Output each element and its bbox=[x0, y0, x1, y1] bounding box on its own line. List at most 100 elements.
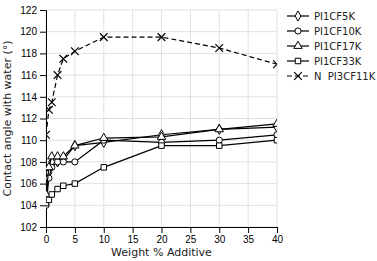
x-tick-label: 30 bbox=[214, 234, 226, 245]
y-tick-label: 102 bbox=[20, 222, 37, 233]
y-tick-label: 122 bbox=[20, 5, 37, 16]
y-tick-label: 106 bbox=[20, 178, 37, 189]
point bbox=[215, 44, 223, 52]
point bbox=[46, 163, 53, 170]
point bbox=[157, 132, 165, 139]
y-tick-label: 120 bbox=[20, 26, 37, 37]
y-tick-mark bbox=[40, 75, 46, 76]
x-tick-mark bbox=[75, 227, 76, 233]
x-tick-label: 0 bbox=[44, 234, 50, 245]
y-tick-mark bbox=[40, 53, 46, 54]
x-tick-mark bbox=[190, 227, 191, 233]
x-tick-label: 20 bbox=[156, 234, 168, 245]
point bbox=[71, 47, 79, 55]
grid-line-y bbox=[46, 96, 277, 97]
x-tick-mark bbox=[104, 227, 105, 233]
point bbox=[72, 181, 77, 186]
legend-label: N PI3CF11K bbox=[314, 71, 376, 82]
point bbox=[49, 192, 54, 197]
y-axis-line bbox=[40, 11, 47, 228]
point bbox=[54, 71, 62, 79]
legend-item: PI1CF33K bbox=[287, 56, 362, 67]
y-tick-label: 114 bbox=[21, 92, 37, 103]
legend-swatch-marker bbox=[295, 28, 301, 34]
x-tick-label: 35 bbox=[243, 234, 255, 245]
y-tick: 118 bbox=[21, 48, 46, 59]
point bbox=[101, 165, 106, 170]
y-tick-mark bbox=[40, 162, 46, 163]
legend-swatch-marker bbox=[294, 41, 302, 48]
x-tick: 20 bbox=[156, 227, 168, 245]
marks bbox=[46, 33, 277, 208]
x-axis: 0510152025303540 bbox=[44, 227, 284, 245]
point bbox=[71, 141, 79, 148]
y-tick: 108 bbox=[20, 157, 46, 168]
y-tick: 120 bbox=[20, 26, 46, 37]
legend-swatch-marker bbox=[294, 72, 302, 80]
y-tick-mark bbox=[40, 184, 46, 185]
x-tick: 10 bbox=[99, 227, 111, 245]
y-tick: 106 bbox=[20, 178, 46, 189]
y-tick: 116 bbox=[21, 70, 46, 81]
y-tick-mark bbox=[40, 97, 46, 98]
x-tick-mark bbox=[277, 227, 278, 233]
series-line bbox=[46, 37, 277, 135]
point bbox=[158, 33, 166, 41]
series-line bbox=[46, 124, 277, 195]
x-tick-label: 25 bbox=[185, 234, 197, 245]
point bbox=[100, 133, 108, 140]
legend-item: N PI3CF11K bbox=[287, 71, 376, 82]
point bbox=[274, 137, 277, 142]
point bbox=[54, 159, 60, 165]
y-tick-label: 116 bbox=[21, 70, 37, 81]
y-tick-label: 112 bbox=[21, 113, 37, 124]
x-tick-mark bbox=[133, 227, 134, 233]
y-tick-mark bbox=[40, 10, 46, 11]
series-markers bbox=[46, 137, 277, 205]
x-tick-mark bbox=[248, 227, 249, 233]
x-tick: 30 bbox=[214, 227, 226, 245]
x-tick-label: 40 bbox=[272, 234, 284, 245]
series-line bbox=[46, 135, 277, 206]
x-tick-label: 10 bbox=[99, 234, 111, 245]
x-tick: 25 bbox=[185, 227, 197, 245]
y-tick-mark bbox=[40, 140, 46, 141]
y-axis-title: Contact angle with water (°) bbox=[1, 40, 14, 196]
grid-line-y bbox=[46, 53, 277, 54]
y-tick: 114 bbox=[21, 92, 46, 103]
y-tick: 104 bbox=[20, 200, 46, 211]
grid-line-y bbox=[46, 75, 277, 76]
grid-line-y bbox=[46, 161, 277, 162]
series-markers bbox=[46, 119, 277, 197]
y-axis: 102 104 106 108 110 112 114 116 118 120 122 bbox=[20, 5, 46, 233]
point bbox=[273, 119, 277, 126]
legend-swatch-marker bbox=[295, 58, 300, 63]
x-axis-line bbox=[47, 228, 278, 234]
point bbox=[60, 159, 66, 165]
legend-label: PI1CF5K bbox=[314, 11, 355, 22]
y-tick-mark bbox=[40, 227, 46, 228]
series-line bbox=[46, 140, 277, 203]
y-tick-label: 110 bbox=[21, 135, 37, 146]
y-tick: 110 bbox=[21, 135, 46, 146]
point bbox=[46, 197, 51, 202]
series-markers bbox=[46, 132, 277, 209]
y-tick: 112 bbox=[21, 113, 46, 124]
y-tick-label: 118 bbox=[21, 48, 37, 59]
y-tick-label: 104 bbox=[20, 200, 37, 211]
point bbox=[46, 175, 52, 181]
legend-item: PI1CF17K bbox=[287, 41, 362, 52]
y-tick-mark bbox=[40, 32, 46, 33]
point bbox=[72, 159, 78, 165]
grid-line-y bbox=[46, 10, 277, 11]
point bbox=[159, 143, 164, 148]
point bbox=[215, 125, 223, 132]
y-tick-mark bbox=[40, 119, 46, 120]
point bbox=[46, 106, 53, 114]
y-tick-mark bbox=[40, 205, 46, 206]
legend-label: PI1CF33K bbox=[314, 56, 362, 67]
point bbox=[55, 186, 60, 191]
y-tick-label: 108 bbox=[20, 157, 37, 168]
y-tick: 102 bbox=[20, 222, 46, 233]
point bbox=[216, 137, 222, 143]
